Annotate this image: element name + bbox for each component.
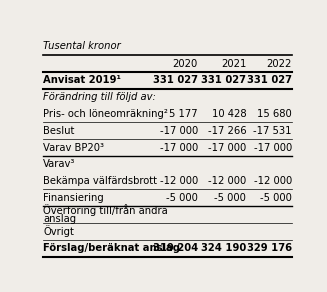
- Text: anslag: anslag: [43, 214, 77, 224]
- Text: Finansiering: Finansiering: [43, 193, 104, 203]
- Text: 2021: 2021: [221, 59, 246, 69]
- Text: Varav BP20³: Varav BP20³: [43, 142, 104, 152]
- Text: -17 000: -17 000: [160, 142, 198, 152]
- Text: 5 177: 5 177: [169, 109, 198, 119]
- Text: 324 190: 324 190: [201, 243, 246, 253]
- Text: Beslut: Beslut: [43, 126, 75, 136]
- Text: -12 000: -12 000: [160, 176, 198, 186]
- Text: 331 027: 331 027: [153, 75, 198, 86]
- Text: 10 428: 10 428: [212, 109, 246, 119]
- Text: -17 531: -17 531: [253, 126, 292, 136]
- Text: Varav³: Varav³: [43, 159, 76, 169]
- Text: 319 204: 319 204: [153, 243, 198, 253]
- Text: Anvisat 2019¹: Anvisat 2019¹: [43, 75, 121, 86]
- Text: Övrigt: Övrigt: [43, 225, 74, 237]
- Text: 331 027: 331 027: [201, 75, 246, 86]
- Text: -17 000: -17 000: [160, 126, 198, 136]
- Text: Förändring till följd av:: Förändring till följd av:: [43, 92, 156, 102]
- Text: 2020: 2020: [173, 59, 198, 69]
- Text: Förslag/beräknat anslag: Förslag/beräknat anslag: [43, 243, 181, 253]
- Text: -12 000: -12 000: [253, 176, 292, 186]
- Text: 331 027: 331 027: [247, 75, 292, 86]
- Text: 15 680: 15 680: [257, 109, 292, 119]
- Text: 329 176: 329 176: [247, 243, 292, 253]
- Text: -17 266: -17 266: [208, 126, 246, 136]
- Text: -5 000: -5 000: [260, 193, 292, 203]
- Text: 2022: 2022: [267, 59, 292, 69]
- Text: -5 000: -5 000: [214, 193, 246, 203]
- Text: -5 000: -5 000: [166, 193, 198, 203]
- Text: Tusental kronor: Tusental kronor: [43, 41, 121, 51]
- Text: Pris- och löneomräkning²: Pris- och löneomräkning²: [43, 109, 168, 119]
- Text: -17 000: -17 000: [208, 142, 246, 152]
- Text: Överföring till/från andra: Överföring till/från andra: [43, 204, 168, 216]
- Text: Bekämpa välfärdsbrott: Bekämpa välfärdsbrott: [43, 176, 157, 186]
- Text: -12 000: -12 000: [208, 176, 246, 186]
- Text: -17 000: -17 000: [253, 142, 292, 152]
